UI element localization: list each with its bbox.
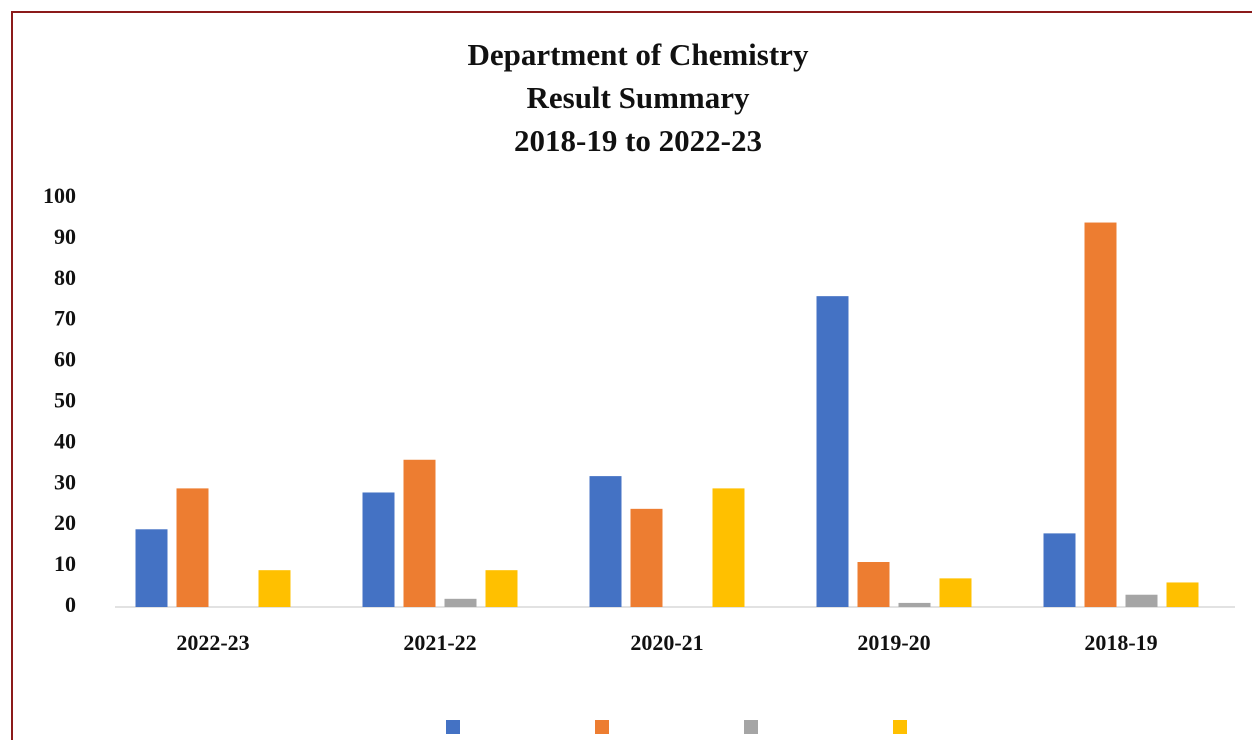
chart-title: Result Summary	[526, 80, 750, 115]
x-tick-label: 2018-19	[1084, 630, 1157, 655]
y-tick-label: 100	[43, 183, 76, 208]
bar	[1166, 582, 1199, 607]
y-tick-label: 40	[54, 428, 76, 453]
bar	[939, 578, 972, 607]
y-tick-label: 50	[54, 388, 76, 413]
y-tick-label: 70	[54, 306, 76, 331]
bar	[444, 598, 477, 607]
y-tick-label: 60	[54, 347, 76, 372]
bar	[403, 459, 436, 607]
chart-border	[11, 11, 1252, 740]
bar	[1043, 533, 1076, 607]
y-tick-label: 80	[54, 265, 76, 290]
chart-title: Department of Chemistry	[468, 37, 809, 72]
chart-title: 2018-19 to 2022-23	[514, 123, 762, 158]
bar	[816, 296, 849, 607]
bar	[362, 492, 395, 607]
bar	[258, 570, 291, 607]
y-tick-label: 0	[65, 592, 76, 617]
legend-swatch	[446, 720, 460, 734]
legend-swatch	[893, 720, 907, 734]
bar	[857, 562, 890, 607]
y-tick-label: 20	[54, 510, 76, 535]
bar	[712, 488, 745, 607]
legend-swatch	[744, 720, 758, 734]
bar	[176, 488, 209, 607]
bar	[1084, 222, 1117, 608]
x-tick-label: 2021-22	[403, 630, 476, 655]
bar	[135, 529, 168, 607]
x-tick-label: 2020-21	[630, 630, 703, 655]
bar	[589, 476, 622, 607]
x-tick-label: 2022-23	[176, 630, 249, 655]
y-tick-label: 10	[54, 551, 76, 576]
bar	[898, 602, 931, 607]
legend-swatch	[595, 720, 609, 734]
bar	[630, 508, 663, 607]
bar	[1125, 594, 1158, 607]
bar	[485, 570, 518, 607]
x-tick-label: 2019-20	[857, 630, 930, 655]
y-tick-label: 30	[54, 469, 76, 494]
y-tick-label: 90	[54, 224, 76, 249]
